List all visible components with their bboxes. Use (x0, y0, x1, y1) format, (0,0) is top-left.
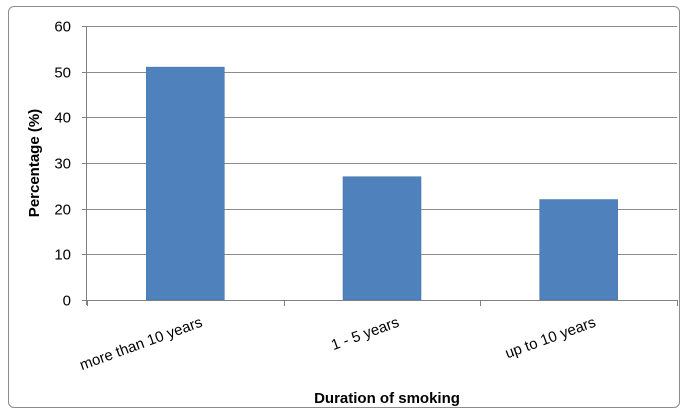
y-tick-label-30: 30 (54, 156, 71, 173)
y-tick-label-20: 20 (54, 202, 71, 219)
x-tick-labels: more than 10 years 1 - 5 years up to 10 ye… (77, 314, 598, 374)
x-tick-label-up-to-10-years: up to 10 years (503, 314, 598, 362)
y-tick-label-0: 0 (63, 293, 71, 310)
y-tick-label-10: 10 (54, 247, 71, 264)
y-axis-title: Percentage (%) (26, 109, 43, 217)
y-tick-label-40: 40 (54, 110, 71, 127)
axes (82, 26, 678, 306)
bar-up-to-10-years (539, 199, 618, 301)
y-tick-label-50: 50 (54, 65, 71, 82)
bar-1-5-years (342, 176, 422, 301)
x-axis-title: Duration of smoking (314, 390, 460, 407)
x-tick-label-more-than-10-years: more than 10 years (77, 314, 204, 374)
x-tick-label-1-5-years: 1 - 5 years (329, 314, 401, 354)
bars (146, 66, 618, 301)
y-tick-label-60: 60 (54, 19, 71, 36)
bar-more-than-10-years (146, 66, 225, 301)
y-tick-labels: 0 10 20 30 40 50 60 (54, 19, 71, 310)
